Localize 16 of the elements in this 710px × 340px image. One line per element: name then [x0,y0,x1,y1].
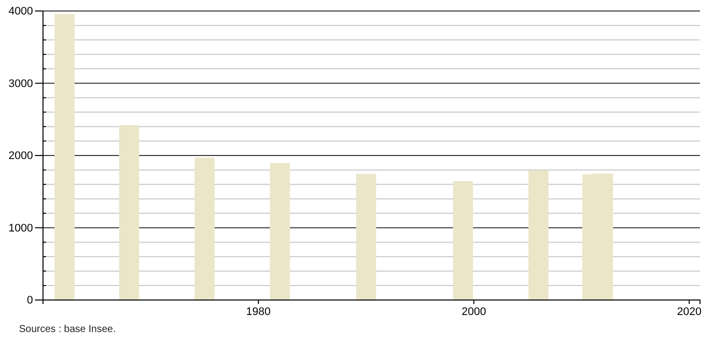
bar [54,14,75,300]
y-tick-label: 2000 [8,150,33,162]
bar [119,125,140,300]
bar [528,170,548,300]
bar [453,181,474,300]
y-tick-label: 1000 [8,222,33,234]
y-tick-label: 0 [26,294,33,307]
x-tick-label: 2020 [676,306,702,318]
source-note: Sources : base Insee. [19,324,116,335]
y-tick-label: 3000 [8,78,33,90]
x-tick-label: 1980 [246,306,271,318]
bar [356,174,376,300]
x-tick-label: 2000 [462,306,486,318]
y-tick-label: 4000 [8,6,33,18]
bar [270,163,290,300]
bar [194,158,215,300]
